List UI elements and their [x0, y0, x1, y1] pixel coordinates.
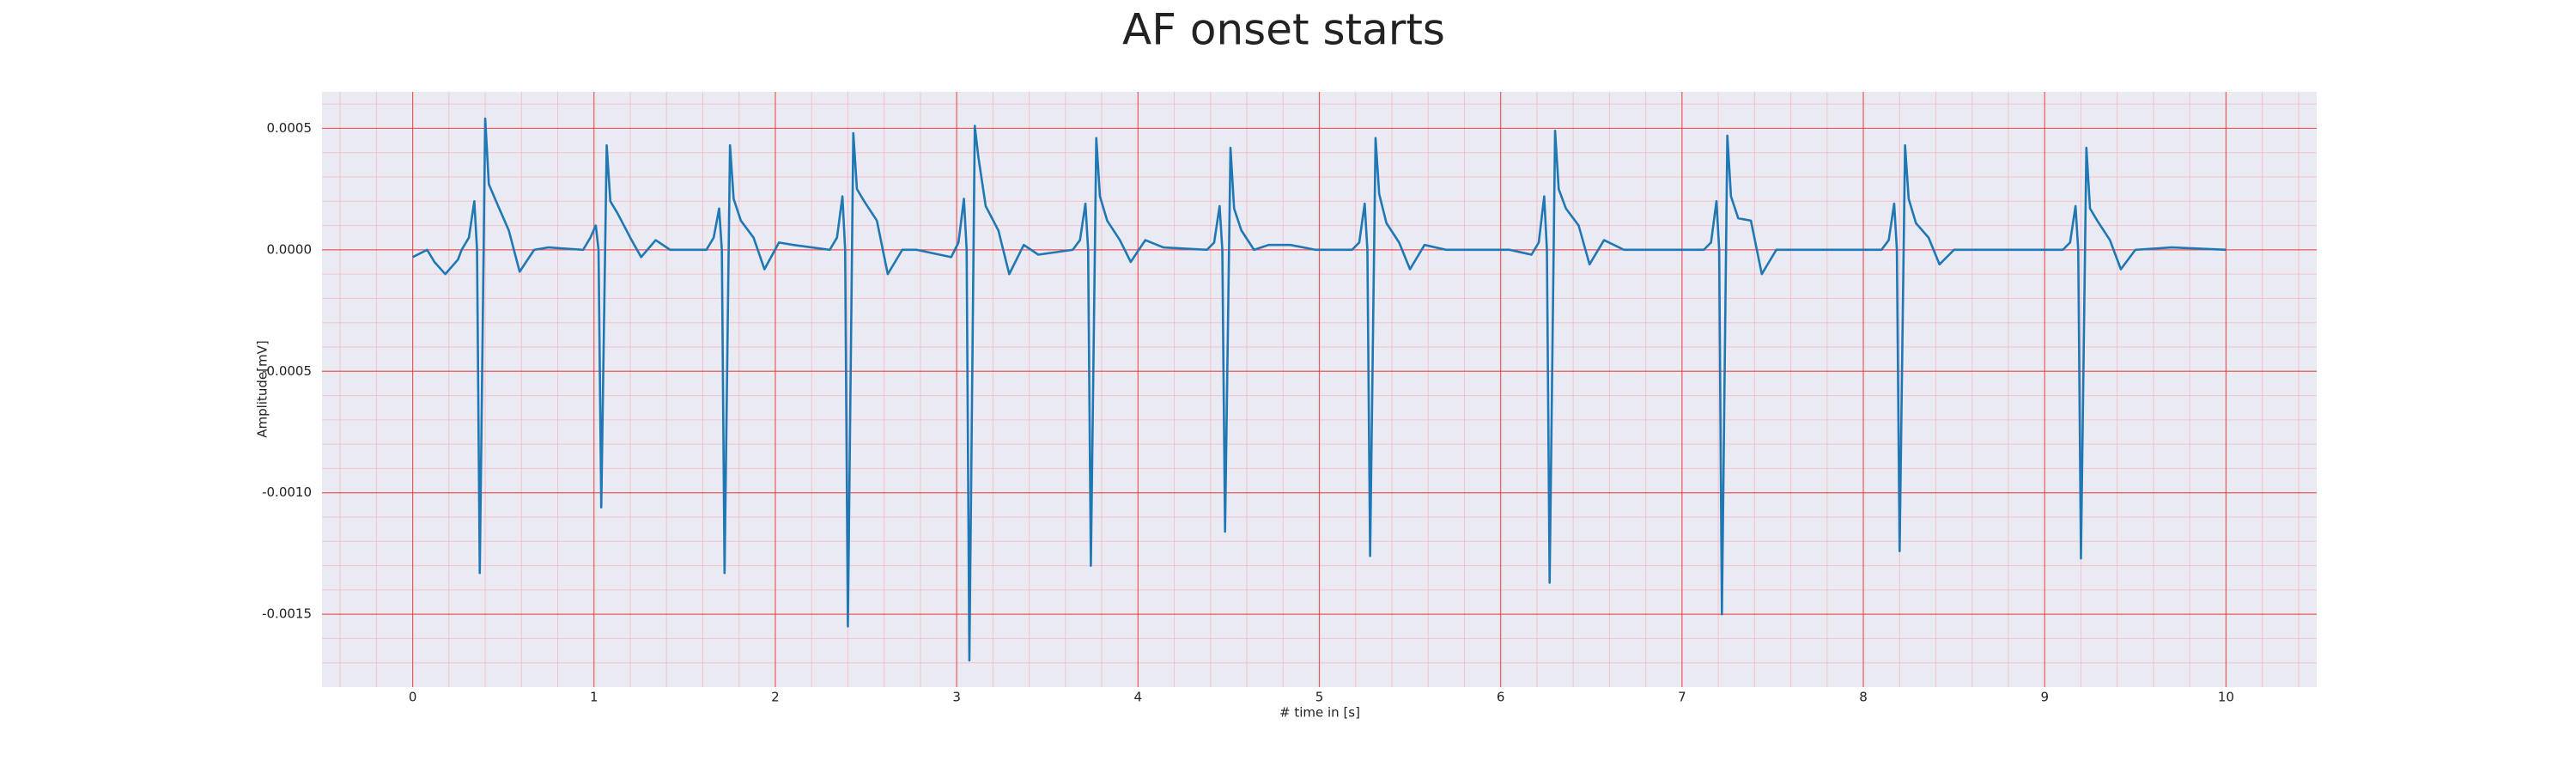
x-tick-label: 2 [771, 690, 780, 705]
ecg-line [412, 117, 2227, 662]
x-tick-label: 4 [1134, 690, 1143, 705]
x-tick-label: 8 [1859, 690, 1868, 705]
x-tick-label: 7 [1678, 690, 1686, 705]
y-tick-label: -0.0005 [262, 363, 312, 379]
chart-title: AF onset starts [1122, 5, 1445, 55]
x-tick-label: 0 [409, 690, 417, 705]
y-tick-label: -0.0015 [262, 606, 312, 622]
grid [322, 92, 2317, 687]
y-tick-label: -0.0010 [262, 484, 312, 500]
x-tick-label: 3 [952, 690, 961, 705]
y-tick-label: 0.0000 [267, 241, 313, 257]
x-tick-label: 1 [590, 690, 598, 705]
x-axis-label: # time in [s] [1279, 705, 1360, 721]
x-tick-label: 5 [1315, 690, 1324, 705]
x-tick-label: 9 [2040, 690, 2049, 705]
y-axis-label: Amplitude[mV] [255, 340, 270, 437]
x-tick-label: 10 [2218, 690, 2234, 705]
y-tick-label: 0.0005 [267, 120, 313, 136]
x-tick-label: 6 [1497, 690, 1505, 705]
